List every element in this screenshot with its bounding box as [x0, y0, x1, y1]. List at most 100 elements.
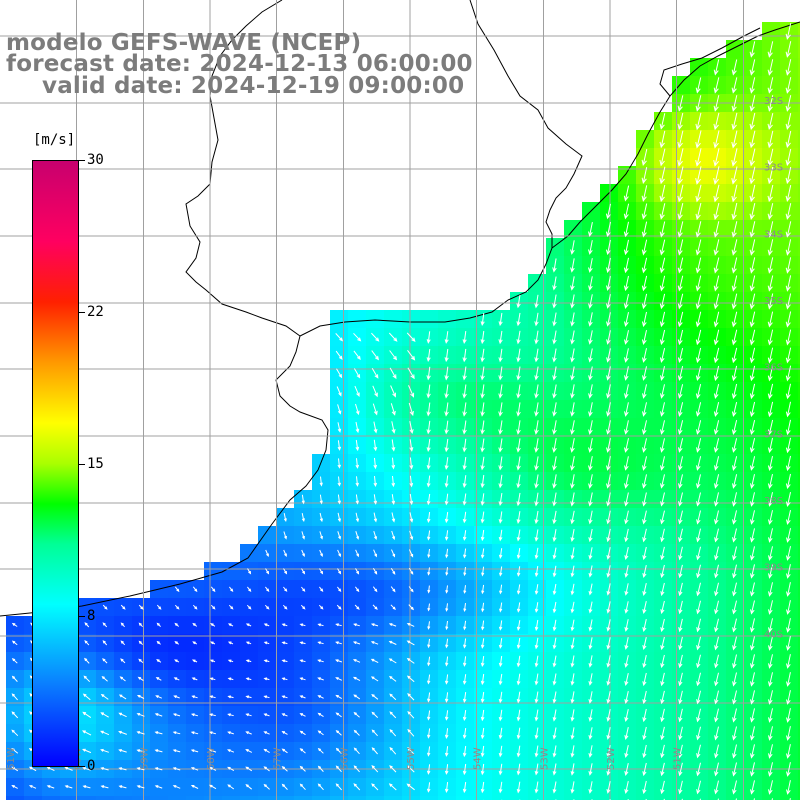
wind-arrow — [534, 529, 539, 542]
wind-arrow — [749, 130, 756, 149]
wind-arrow — [678, 780, 683, 795]
wind-speed-cell — [798, 130, 800, 149]
wind-arrow — [588, 673, 593, 686]
wind-arrow — [100, 767, 109, 771]
wind-arrow — [570, 510, 575, 525]
wind-arrow — [606, 402, 611, 417]
wind-arrow — [281, 713, 288, 717]
wind-arrow — [749, 347, 756, 364]
wind-arrow — [463, 603, 467, 613]
wind-arrow — [785, 275, 792, 292]
wind-arrow — [660, 780, 665, 795]
wind-arrow — [409, 493, 414, 506]
wind-speed-cell — [474, 796, 493, 800]
wind-arrow — [714, 492, 719, 507]
wind-arrow — [570, 691, 575, 704]
wind-arrow — [768, 636, 773, 651]
wind-arrow — [390, 403, 396, 416]
wind-arrow — [444, 348, 449, 363]
wind-arrow — [516, 511, 521, 524]
wind-speed-cell — [492, 796, 511, 800]
wind-arrow — [209, 731, 217, 735]
wind-arrow — [337, 440, 342, 451]
wind-arrow — [605, 239, 611, 256]
wind-arrow — [534, 366, 539, 381]
wind-arrow — [281, 677, 288, 681]
wind-arrow — [659, 347, 666, 364]
wind-arrow — [750, 546, 755, 561]
wind-arrow — [534, 330, 539, 345]
wind-arrow — [190, 767, 199, 771]
wind-arrow — [786, 708, 791, 723]
wind-arrow — [84, 657, 90, 664]
wind-arrow — [480, 366, 485, 381]
wind-arrow — [299, 765, 306, 772]
wind-arrow — [588, 438, 593, 453]
wind-arrow — [642, 456, 647, 471]
wind-arrow — [534, 584, 539, 595]
wind-arrow — [696, 438, 702, 453]
wind-speed-cell — [6, 796, 25, 800]
wind-arrow — [245, 623, 252, 627]
wind-arrow — [677, 257, 684, 274]
wind-arrow — [534, 474, 539, 489]
wind-arrow — [64, 766, 73, 771]
wind-arrow — [570, 456, 575, 471]
wind-arrow — [391, 475, 396, 488]
wind-arrow — [498, 330, 503, 345]
wind-arrow — [623, 239, 629, 256]
wind-speed-cell — [402, 310, 421, 329]
wind-arrow — [714, 546, 719, 561]
wind-arrow — [750, 726, 755, 741]
wind-arrow — [768, 708, 773, 723]
wind-arrow — [695, 293, 702, 310]
wind-arrow — [408, 549, 414, 558]
wind-arrow — [767, 95, 774, 112]
wind-speed-cell — [402, 796, 421, 800]
wind-arrow — [588, 330, 593, 345]
wind-arrow — [606, 438, 611, 453]
wind-arrow — [606, 510, 611, 525]
colorbar-tick — [79, 464, 85, 465]
wind-speed-cell — [150, 796, 169, 800]
wind-arrow — [427, 603, 431, 612]
wind-speed-cell — [798, 328, 800, 347]
wind-arrow — [480, 493, 485, 506]
wind-arrow — [713, 365, 720, 382]
wind-speed-cell — [168, 796, 187, 800]
wind-arrow — [677, 112, 684, 131]
wind-arrow — [552, 330, 557, 345]
wind-arrow — [785, 491, 791, 508]
wind-arrow — [749, 456, 756, 471]
wind-arrow — [118, 767, 127, 771]
wind-arrow — [281, 766, 288, 772]
wind-arrow — [192, 604, 198, 610]
wind-arrow — [588, 637, 593, 650]
wind-arrow — [480, 691, 485, 704]
model-title: modelo GEFS-WAVE (NCEP) — [6, 30, 362, 56]
wind-arrow — [552, 420, 557, 435]
wind-arrow — [642, 564, 647, 579]
wind-arrow — [299, 748, 306, 754]
wind-arrow — [426, 402, 431, 417]
wind-arrow — [444, 511, 449, 524]
wind-arrow — [678, 618, 683, 633]
wind-arrow — [534, 602, 539, 613]
wind-arrow — [391, 494, 396, 505]
wind-arrow — [606, 655, 611, 668]
wind-arrow — [391, 421, 396, 434]
wind-arrow — [641, 329, 647, 346]
wind-arrow — [588, 565, 593, 578]
wind-speed-cell — [798, 364, 800, 383]
wind-arrow — [208, 784, 217, 790]
wind-arrow — [516, 547, 521, 560]
wind-speed-cell — [96, 796, 115, 800]
wind-arrow — [552, 583, 557, 596]
wind-arrow — [660, 474, 665, 489]
wind-speed-cell — [726, 796, 745, 800]
longitude-label: 54W — [473, 747, 484, 770]
wind-arrow — [570, 276, 575, 291]
wind-arrow — [768, 726, 773, 741]
wind-arrow — [463, 638, 467, 649]
wind-arrow — [301, 568, 306, 575]
